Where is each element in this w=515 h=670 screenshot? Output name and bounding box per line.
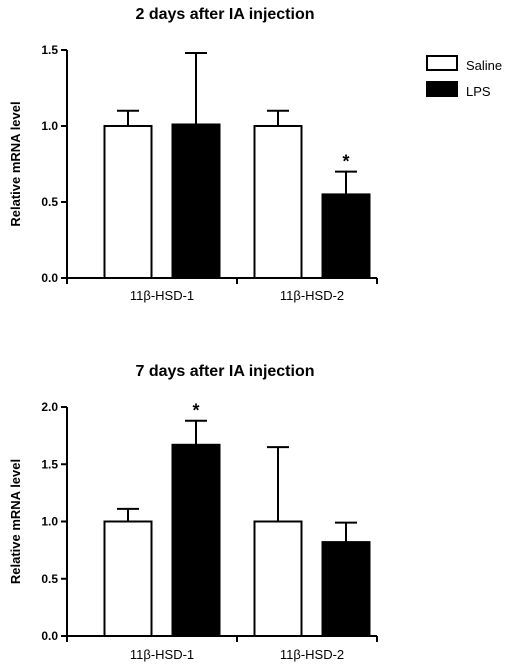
- y-tick-label: 1.5: [41, 457, 58, 471]
- y-tick-label: 2.0: [41, 400, 58, 414]
- y-tick-label: 0.0: [41, 271, 58, 285]
- significance-asterisk: *: [192, 401, 199, 421]
- bar-saline: [253, 520, 303, 637]
- chart-title: 7 days after IA injection: [135, 363, 314, 380]
- legend-swatch-lps: [426, 81, 458, 97]
- legend-swatch-saline: [426, 55, 458, 71]
- bar-saline: [253, 125, 303, 279]
- y-tick-label: 1.0: [41, 515, 58, 529]
- legend-label-saline: Saline: [466, 58, 502, 73]
- y-tick-label: 0.5: [41, 195, 58, 209]
- bar-lps: [171, 123, 221, 280]
- y-axis-label: Relative mRNA level: [8, 101, 23, 226]
- y-tick-label: 0.0: [41, 629, 58, 643]
- bar-saline: [103, 520, 153, 637]
- significance-asterisk: *: [342, 152, 349, 172]
- bar-lps: [321, 541, 371, 637]
- bar-lps: [171, 443, 221, 637]
- bar-lps: [321, 193, 371, 279]
- y-tick-label: 1.5: [41, 43, 58, 57]
- y-tick-label: 1.0: [41, 119, 58, 133]
- x-category-label: 11β-HSD-2: [280, 288, 344, 303]
- x-category-label: 11β-HSD-1: [130, 288, 194, 303]
- legend-label-lps: LPS: [466, 84, 491, 99]
- x-category-label: 11β-HSD-1: [130, 647, 194, 662]
- chart-title: 2 days after IA injection: [135, 6, 314, 23]
- bar-saline: [103, 125, 153, 279]
- y-tick-label: 0.5: [41, 572, 58, 586]
- x-category-label: 11β-HSD-2: [280, 647, 344, 662]
- y-axis-label: Relative mRNA level: [8, 459, 23, 584]
